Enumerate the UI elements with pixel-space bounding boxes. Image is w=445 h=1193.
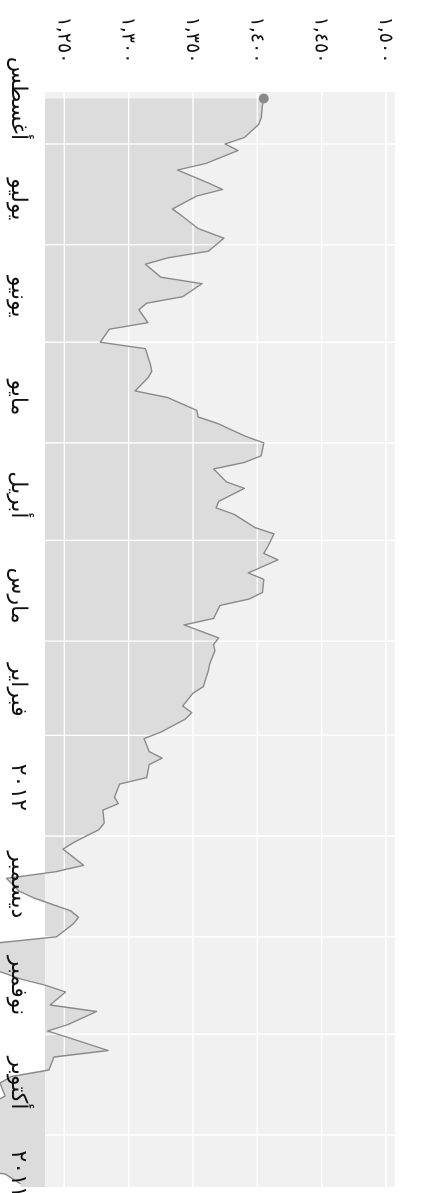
x-axis-tick-labels: ٢٠١١ أكتوبر نوفمبر ديسمبر ٢٠١٢ فبراير مارس أبري… — [6, 57, 34, 1193]
x-tick-label: ٢٠١٢ — [6, 764, 31, 811]
x-tick-label: أبريل — [6, 471, 34, 518]
y-tick-label: ١,٣٠٠ — [118, 17, 140, 64]
x-tick-label: مايو — [6, 378, 31, 415]
y-tick-label: ١,٤٠٠ — [246, 17, 268, 64]
x-tick-label: ديسمبر — [6, 850, 31, 918]
x-tick-label: يوليو — [6, 177, 31, 220]
y-axis-tick-labels: ١,٢٥٠ ١,٣٠٠ ١,٣٥٠ ١,٤٠٠ ١,٤٥٠ ١,٥٠٠ — [53, 17, 397, 64]
x-tick-label: أغسطس — [6, 57, 34, 140]
x-tick-label: يونيو — [6, 275, 31, 318]
x-tick-label: ٢٠١١ — [6, 1150, 31, 1193]
x-tick-label: فبراير — [6, 662, 31, 717]
area-fill — [0, 98, 278, 1187]
grid-lines-overlay — [45, 92, 395, 1187]
last-value-marker — [258, 93, 269, 104]
x-tick-label: أكتوبر — [6, 1056, 34, 1110]
y-tick-label: ١,٤٥٠ — [311, 17, 333, 64]
x-tick-label: نوفمبر — [6, 955, 31, 1016]
y-tick-label: ١,٥٠٠ — [375, 17, 397, 64]
y-tick-label: ١,٢٥٠ — [53, 17, 75, 64]
y-tick-label: ١,٣٥٠ — [182, 17, 204, 64]
x-tick-label: مارس — [6, 568, 31, 624]
series-line — [0, 98, 279, 1185]
